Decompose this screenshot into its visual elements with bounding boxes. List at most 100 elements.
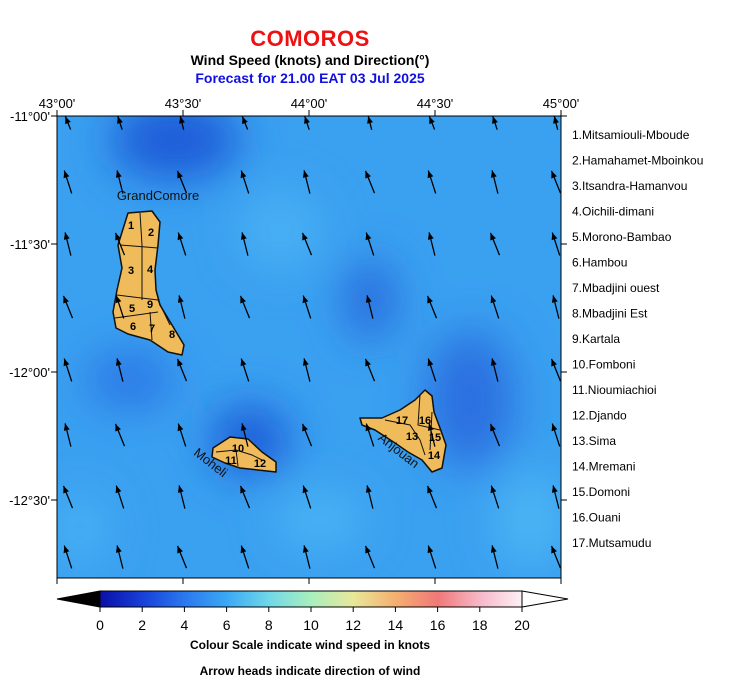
legend-item: 11.Nioumiachioi [572,383,657,397]
region-number: 14 [428,450,441,462]
wind-arrow [364,545,376,569]
wind-arrow [240,423,249,447]
y-tick-label: -12°30' [9,493,50,508]
legend-item: 16.Ouani [572,511,621,525]
grande-comore-island [112,210,185,356]
x-tick-label: 45°00' [543,96,580,111]
map-title: COMOROS [250,26,370,51]
wind-arrow [490,485,500,509]
legend-item: 15.Domoni [572,485,630,499]
wind-arrow [240,358,250,382]
wind-arrow [115,170,124,194]
region-number: 16 [419,415,431,427]
wind-arrow [365,485,374,509]
wind-arrow [64,116,72,130]
wind-arrow [302,358,311,382]
legend-item: 10.Fomboni [572,358,635,372]
region-number: 11 [225,455,237,467]
wind-arrow [550,170,562,194]
wind-arrow [551,295,560,319]
wind-arrow [115,295,125,319]
wind-arrow [176,358,188,382]
wind-arrow [63,545,73,569]
wind-arrow [428,116,436,130]
region-number: 17 [396,415,408,427]
wind-arrow [365,295,374,319]
wind-arrow [553,116,559,130]
wind-arrow [427,170,437,194]
wind-arrow [551,423,561,447]
y-tick-label: -11°00' [10,109,50,124]
colorbar-tick-label: 18 [472,617,488,633]
region-number: 5 [129,303,135,315]
region-number: 2 [148,227,154,239]
y-tick-label: -11°30' [10,237,50,252]
axis-ticks [51,110,567,584]
wind-arrow [364,170,376,194]
wind-arrow [490,358,499,382]
map-subtitle: Wind Speed (knots) and Direction(°) [190,52,430,68]
colorbar-tick-label: 4 [181,617,189,633]
wind-arrow [241,116,249,130]
wind-arrow [427,358,437,382]
legend-item: 3.Itsandra-Hamanvou [572,179,687,193]
wind-arrow [177,485,186,509]
arrow-caption: Arrow heads indicate direction of wind [199,664,421,678]
legend-item: 5.Morono-Bambao [572,230,672,244]
colorbar-low-arrow [56,590,101,608]
wind-arrow [240,170,250,194]
wind-arrow [62,295,74,319]
region-number: 12 [254,458,266,470]
region-number: 9 [147,299,153,311]
region-number: 13 [406,431,418,443]
wind-arrow [302,545,311,569]
colorbar-tick-label: 8 [265,617,273,633]
legend-item: 4.Oichili-dimani [572,205,654,219]
region-number: 15 [429,432,441,444]
legend-item: 17.Mutsamudu [572,536,651,550]
x-tick-label: 43°00' [39,96,76,111]
wind-arrow [550,358,562,382]
wind-arrow [427,423,436,447]
wind-arrow [177,295,186,319]
wind-arrow [115,485,125,509]
wind-arrow [364,358,376,382]
islands [112,210,447,473]
colorbar-tick-label: 20 [514,617,530,633]
colorbar-tick-label: 14 [388,617,404,633]
wind-arrow [427,232,436,256]
wind-arrow [426,295,438,319]
wind-arrow [304,116,310,130]
wind-arrow [177,423,187,447]
wind-arrow [115,545,124,569]
wind-arrows [62,116,562,569]
legend-item: 1.Mitsamiouli-Mboude [572,128,690,142]
wind-arrow [114,232,126,256]
wind-arrow [62,485,74,509]
wind-arrow [240,232,249,256]
island-label-grande-comore: GrandComore [117,188,199,203]
wind-arrow [114,423,126,447]
wind-arrow [551,232,561,256]
legend-item: 2.Hamahamet-Mboinkou [572,154,703,168]
anjouan-island [359,389,447,473]
wind-arrow [426,485,438,509]
wind-arrow [365,232,375,256]
wind-arrow [239,295,251,319]
region-number: 8 [169,329,175,341]
wind-arrow [301,423,313,447]
wind-arrow [365,423,375,447]
legend-item: 14.Mremani [572,460,635,474]
y-tick-label: -12°00' [9,365,50,380]
region-legend: 1.Mitsamiouli-Mboude 2.Hamahamet-Mboinkou… [572,128,703,550]
wind-arrow [63,358,73,382]
wind-arrow [239,485,251,509]
forecast-time: Forecast for 21.00 EAT 03 Jul 2025 [195,70,425,86]
wind-arrow [115,358,124,382]
wind-arrow [490,170,499,194]
colorbar-tick-label: 0 [96,617,104,633]
wind-arrow [301,232,313,256]
x-tick-label: 44°00' [291,96,328,111]
colorbar-tick-label: 6 [223,617,231,633]
